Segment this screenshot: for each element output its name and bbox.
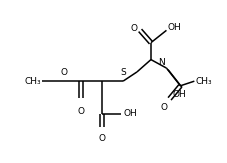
- Text: CH₃: CH₃: [24, 77, 41, 86]
- Text: O: O: [160, 103, 166, 112]
- Text: S: S: [120, 68, 125, 77]
- Text: OH: OH: [172, 90, 186, 99]
- Text: N: N: [158, 58, 164, 67]
- Text: O: O: [60, 68, 67, 77]
- Text: O: O: [77, 107, 84, 116]
- Text: OH: OH: [167, 23, 181, 32]
- Text: OH: OH: [123, 109, 136, 118]
- Text: O: O: [98, 133, 105, 142]
- Text: O: O: [130, 24, 137, 33]
- Text: CH₃: CH₃: [195, 77, 212, 86]
